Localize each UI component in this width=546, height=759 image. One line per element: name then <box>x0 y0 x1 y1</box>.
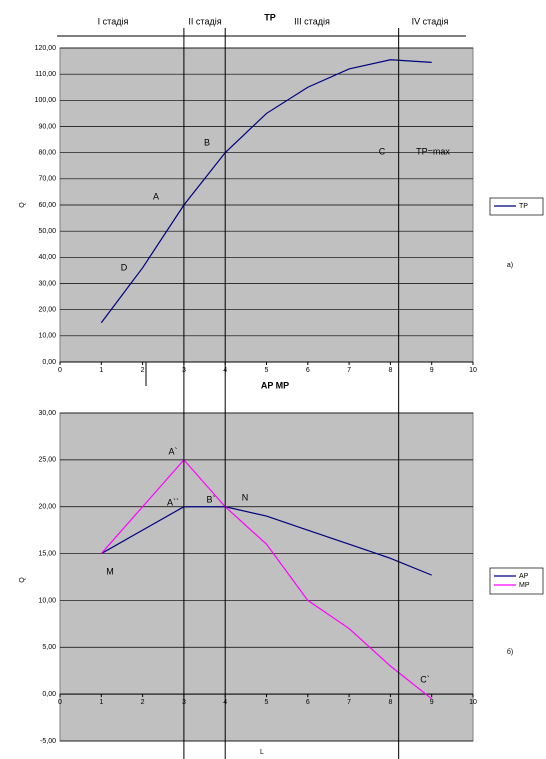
legend-box <box>489 197 544 216</box>
panel-label: б) <box>507 648 513 656</box>
panel-label: а) <box>507 262 513 269</box>
x-tick-label: 8 <box>388 699 392 706</box>
y-tick-label: 40,00 <box>38 254 56 261</box>
y-axis-label: Q <box>19 577 26 583</box>
x-tick-label: 8 <box>388 367 392 374</box>
x-tick-label: 10 <box>469 367 477 374</box>
legend-label: AP <box>519 573 529 580</box>
chart-title: TP <box>264 12 276 22</box>
annotation: C <box>379 146 386 156</box>
y-tick-label: 70,00 <box>38 176 56 183</box>
annotation: C` <box>420 674 430 684</box>
data-line <box>101 506 432 576</box>
chart-title: AP MP <box>261 380 289 390</box>
annotation: TP=max <box>416 146 450 156</box>
x-tick-label: 0 <box>58 699 62 706</box>
annotation: A` <box>169 446 178 456</box>
x-tick-label: 7 <box>347 367 351 374</box>
legend-label: TP <box>519 203 528 210</box>
x-axis-label: L <box>260 749 264 756</box>
y-tick-label: 10,00 <box>38 597 56 604</box>
legend-box <box>489 567 544 595</box>
y-tick-label: 120,00 <box>35 45 57 52</box>
y-tick-label: 60,00 <box>38 202 56 209</box>
y-tick-label: 5,00 <box>42 644 56 651</box>
annotation: A <box>153 191 159 201</box>
y-tick-label: 90,00 <box>38 123 56 130</box>
y-tick-label: 15,00 <box>38 550 56 557</box>
data-line <box>100 458 433 700</box>
y-tick-label: 100,00 <box>35 97 57 104</box>
y-tick-label: 30,00 <box>38 280 56 287</box>
x-tick-label: 6 <box>306 699 310 706</box>
x-tick-label: 5 <box>265 699 269 706</box>
annotation: B <box>204 137 210 147</box>
y-tick-label: 20,00 <box>38 307 56 314</box>
stage-label: I стадія <box>98 16 129 26</box>
stage-label: II стадія <box>188 16 221 26</box>
y-tick-label: 80,00 <box>38 150 56 157</box>
x-tick-label: 1 <box>99 699 103 706</box>
x-tick-label: 5 <box>265 367 269 374</box>
y-tick-label: 0,00 <box>42 691 56 698</box>
annotation: N <box>242 492 249 502</box>
y-tick-label: 25,00 <box>38 457 56 464</box>
x-tick-label: 2 <box>141 699 145 706</box>
y-tick-label: 20,00 <box>38 504 56 511</box>
annotation: A`` <box>167 497 179 507</box>
y-tick-label: 50,00 <box>38 228 56 235</box>
x-tick-label: 2 <box>141 367 145 374</box>
y-tick-label: 0,00 <box>42 359 56 366</box>
y-tick-label: 10,00 <box>38 333 56 340</box>
x-tick-label: 7 <box>347 699 351 706</box>
x-tick-label: 1 <box>99 367 103 374</box>
annotation: M <box>106 566 114 576</box>
y-tick-label: 110,00 <box>35 71 56 78</box>
x-tick-label: 9 <box>430 367 434 374</box>
annotation: B` <box>207 494 216 504</box>
stage-label: III стадія <box>294 16 330 26</box>
annotation: D <box>121 262 128 272</box>
plot-area <box>59 412 474 742</box>
y-tick-label: 30,00 <box>38 410 56 417</box>
legend-label: MP <box>519 582 530 589</box>
x-tick-label: 0 <box>58 367 62 374</box>
data-line <box>100 59 432 324</box>
x-tick-label: 9 <box>430 699 434 706</box>
x-tick-label: 6 <box>306 367 310 374</box>
y-axis-label: Q <box>19 202 26 208</box>
x-tick-label: 10 <box>469 699 477 706</box>
y-tick-label: -5,00 <box>40 738 56 745</box>
stage-label: IV стадія <box>412 16 449 26</box>
